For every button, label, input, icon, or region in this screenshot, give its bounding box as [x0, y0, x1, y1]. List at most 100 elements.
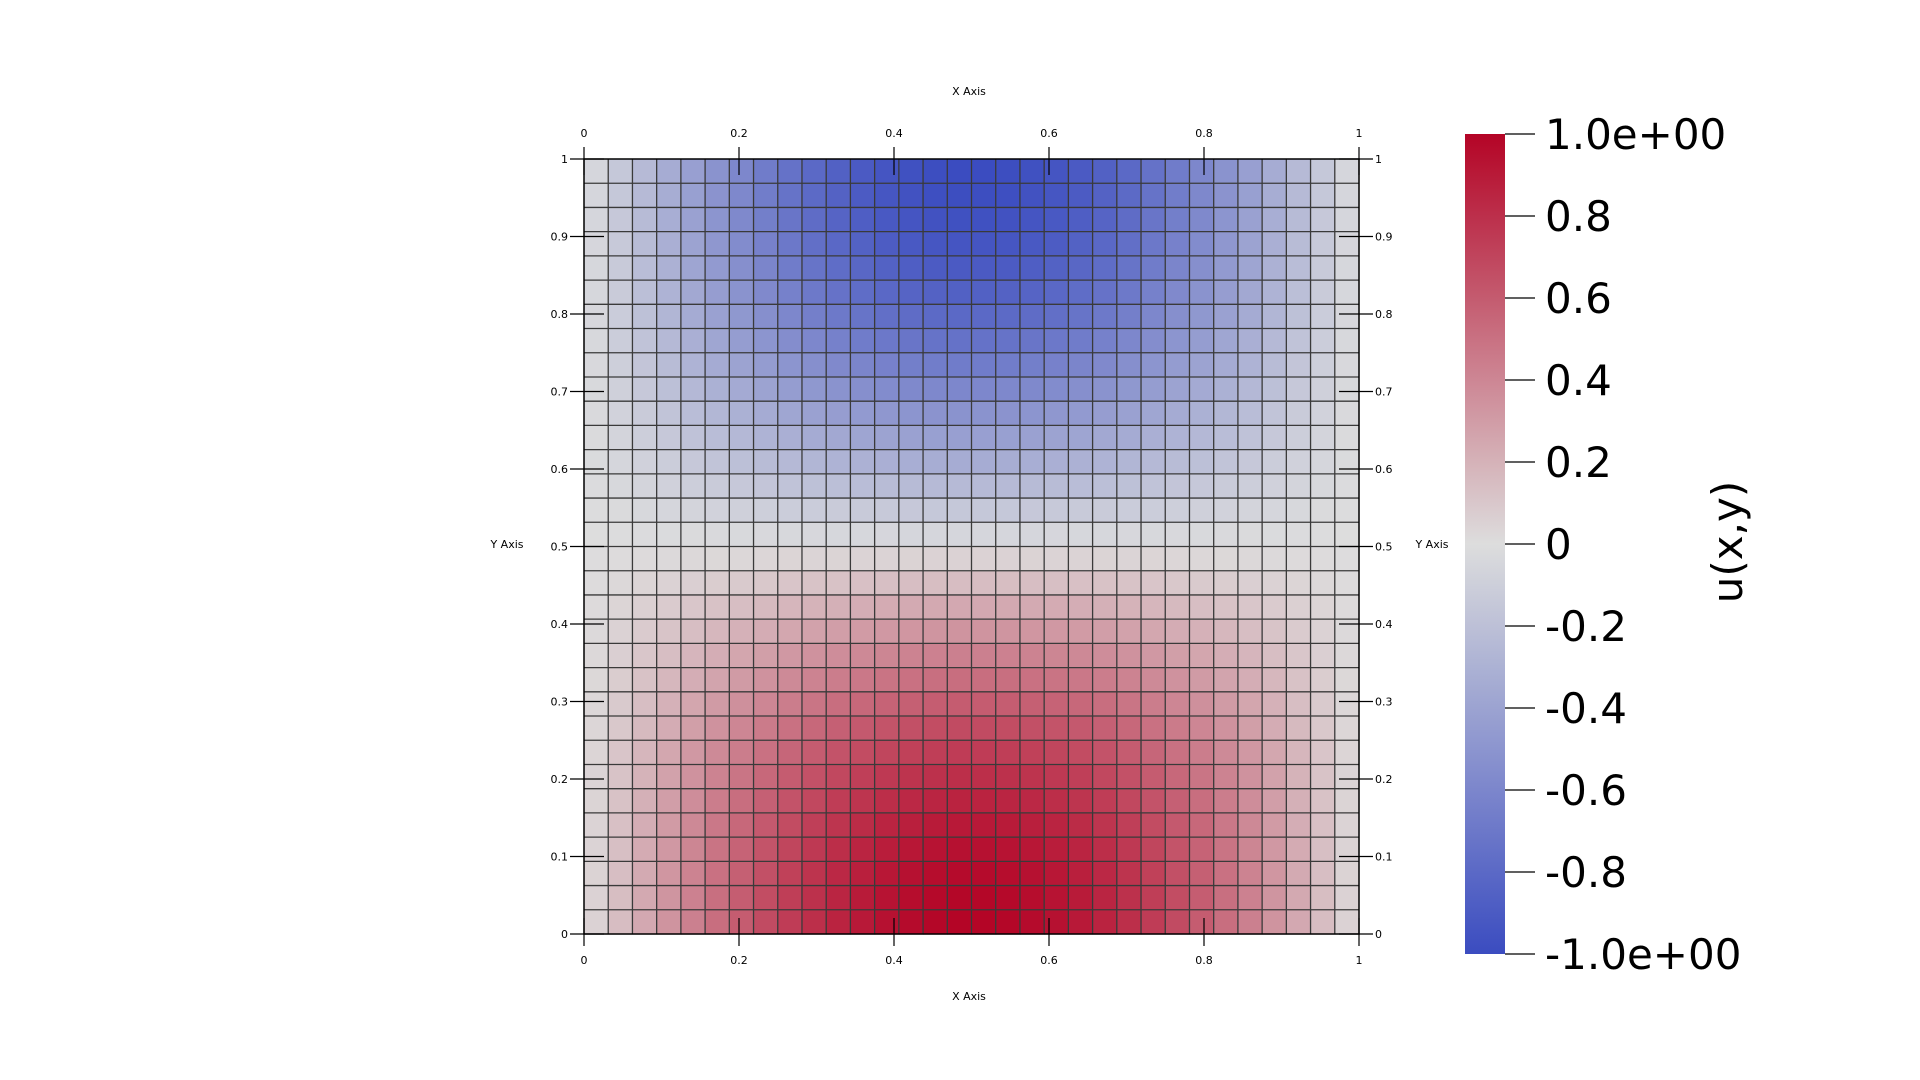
- heatmap-cell: [680, 231, 706, 257]
- heatmap-cell: [584, 643, 609, 669]
- heatmap-cell: [632, 643, 658, 669]
- heatmap-cell: [1310, 352, 1336, 378]
- heatmap-cell: [729, 328, 755, 354]
- heatmap-cell: [680, 425, 706, 451]
- heatmap-cell: [656, 328, 682, 354]
- heatmap-cell: [777, 280, 803, 305]
- heatmap-cell: [705, 352, 730, 378]
- heatmap-cell: [1092, 740, 1118, 766]
- heatmap-cell: [1334, 861, 1360, 887]
- heatmap-cell: [971, 304, 997, 330]
- heatmap-cell: [777, 376, 803, 402]
- heatmap-cell: [874, 570, 900, 596]
- heatmap-cell: [826, 425, 852, 451]
- heatmap-cell: [1141, 570, 1166, 596]
- heatmap-cell: [1068, 255, 1094, 281]
- heatmap-cell: [1262, 449, 1287, 475]
- heatmap-cell: [729, 522, 755, 548]
- heatmap-cell: [729, 425, 755, 451]
- heatmap-cell: [1044, 570, 1069, 596]
- heatmap-cell: [850, 231, 876, 257]
- heatmap-cell: [826, 498, 852, 523]
- heatmap-cell: [1237, 280, 1263, 305]
- heatmap-cell: [898, 498, 924, 523]
- heatmap-cell: [1286, 401, 1312, 427]
- x-tick-label-bottom: 1: [1356, 954, 1363, 967]
- heatmap-cell: [874, 716, 900, 741]
- heatmap-cell: [1189, 207, 1215, 233]
- heatmap-cell: [1165, 231, 1191, 257]
- heatmap-cell: [705, 861, 730, 887]
- heatmap-cell: [826, 401, 852, 427]
- y-ticks-right: 0 0.1 0.2 0.3 0.4 0.5 0.6 0.7 0.8 0.9 1: [1339, 153, 1393, 941]
- heatmap-cell: [656, 740, 682, 766]
- heatmap-cell: [1019, 667, 1045, 693]
- heatmap-cell: [632, 376, 658, 402]
- heatmap-cell: [995, 570, 1021, 596]
- heatmap-cell: [947, 328, 973, 354]
- heatmap-cell: [1019, 449, 1045, 475]
- heatmap-cell: [850, 425, 876, 451]
- heatmap-cell: [874, 449, 900, 475]
- heatmap-cell: [680, 716, 706, 741]
- heatmap-cell: [656, 304, 682, 330]
- heatmap-cell: [947, 183, 973, 209]
- heatmap-cell: [584, 522, 609, 548]
- heatmap-cell: [1213, 159, 1239, 184]
- heatmap-cell: [705, 812, 730, 838]
- heatmap-cell: [1334, 522, 1360, 548]
- heatmap-cell: [656, 691, 682, 717]
- heatmap-cell: [971, 594, 997, 620]
- heatmap-cell: [1286, 594, 1312, 620]
- heatmap-cell: [874, 594, 900, 620]
- heatmap-cell: [1141, 352, 1166, 378]
- heatmap-cell: [1334, 570, 1360, 596]
- heatmap-cell: [1141, 716, 1166, 741]
- heatmap-cell: [995, 473, 1021, 499]
- heatmap-cell: [1213, 328, 1239, 354]
- heatmap-cell: [632, 716, 658, 741]
- heatmap-cell: [1092, 207, 1118, 233]
- heatmap-cell: [1286, 546, 1312, 572]
- heatmap-cell: [753, 522, 779, 548]
- heatmap-cell: [995, 498, 1021, 523]
- heatmap-cell: [1019, 280, 1045, 305]
- heatmap-cell: [1262, 352, 1287, 378]
- heatmap-cell: [826, 255, 852, 281]
- heatmap-cell: [923, 594, 948, 620]
- heatmap-cell: [1286, 498, 1312, 523]
- heatmap-cell: [1286, 328, 1312, 354]
- heatmap-cell: [923, 691, 948, 717]
- heatmap-cell: [608, 643, 634, 669]
- heatmap-cell: [874, 837, 900, 862]
- heatmap-cell: [584, 280, 609, 305]
- heatmap-cell: [801, 667, 827, 693]
- heatmap-cell: [753, 449, 779, 475]
- heatmap-cell: [947, 861, 973, 887]
- heatmap-cell: [947, 837, 973, 862]
- heatmap-cell: [608, 909, 634, 935]
- heatmap-cell: [1310, 255, 1336, 281]
- heatmap-cell: [729, 159, 755, 184]
- heatmap-cell: [1116, 764, 1142, 790]
- heatmap-cell: [826, 740, 852, 766]
- heatmap-cell: [608, 885, 634, 911]
- heatmap-cell: [1141, 231, 1166, 257]
- heatmap-cell: [1213, 376, 1239, 402]
- heatmap-cell: [680, 328, 706, 354]
- heatmap-cell: [1116, 643, 1142, 669]
- heatmap-cell: [826, 352, 852, 378]
- x-ticks-top: 0 0.2 0.4 0.6 0.8 1: [581, 127, 1363, 175]
- heatmap-cell: [1189, 885, 1215, 911]
- plot-area: [583, 158, 1360, 935]
- heatmap-cell: [1213, 401, 1239, 427]
- heatmap-cell: [995, 909, 1021, 935]
- heatmap-cell: [680, 352, 706, 378]
- heatmap-cell: [1237, 570, 1263, 596]
- heatmap-cell: [1286, 255, 1312, 281]
- heatmap-cell: [1262, 328, 1287, 354]
- heatmap-cell: [1310, 716, 1336, 741]
- x-axis-title-bottom: X Axis: [952, 990, 986, 1003]
- colorbar-tick-label: 0.4: [1545, 356, 1612, 405]
